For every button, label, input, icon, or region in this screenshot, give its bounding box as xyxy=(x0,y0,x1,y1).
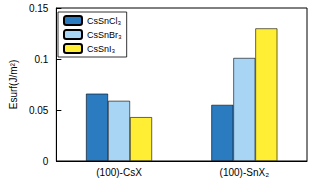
svg-text:0.05: 0.05 xyxy=(29,105,49,116)
svg-text:(100)-CsX: (100)-CsX xyxy=(96,167,142,178)
svg-text:(100)-SnX₂: (100)-SnX₂ xyxy=(220,167,270,178)
svg-text:CsSnCl₃: CsSnCl₃ xyxy=(87,16,122,26)
svg-text:CsSnI₃: CsSnI₃ xyxy=(87,44,116,54)
svg-text:0.15: 0.15 xyxy=(29,3,49,14)
svg-text:Esurf(J/m²): Esurf(J/m²) xyxy=(8,60,19,109)
svg-text:CsSnBr₃: CsSnBr₃ xyxy=(87,30,122,40)
svg-text:0: 0 xyxy=(43,156,49,167)
svg-text:0.1: 0.1 xyxy=(34,54,48,65)
